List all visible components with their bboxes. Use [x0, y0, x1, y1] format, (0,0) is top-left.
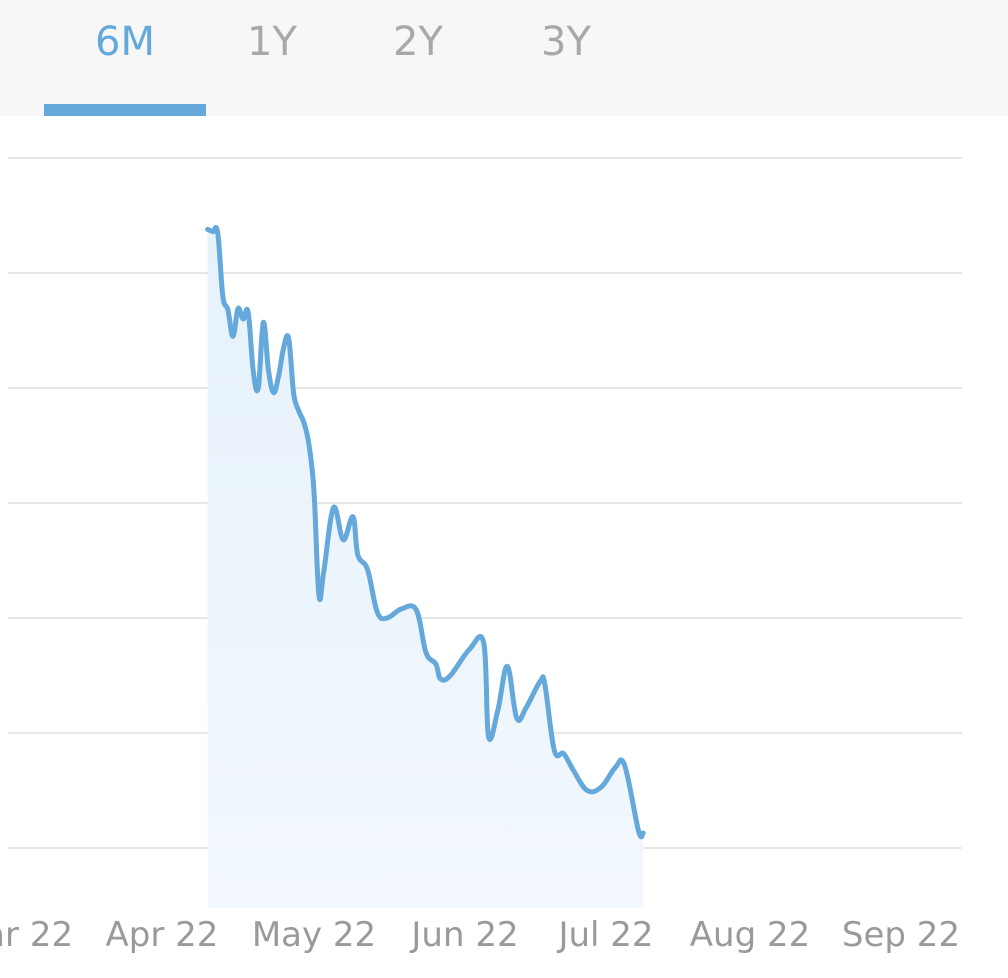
x-tick-label: Apr 22 [106, 915, 219, 955]
x-axis-ticks: Mar 22 Apr 22 May 22 Jun 22 Jul 22 Aug 22 Sep … [0, 915, 960, 955]
x-tick-label: Mar 22 [0, 915, 73, 955]
x-tick-label: Sep 22 [842, 915, 960, 955]
x-tick-label: Aug 22 [690, 915, 810, 955]
tab-2y[interactable]: 2Y [393, 19, 443, 65]
tab-3y[interactable]: 3Y [541, 19, 591, 65]
tab-1y[interactable]: 1Y [247, 19, 297, 65]
x-tick-label: Jun 22 [409, 915, 518, 955]
chart-series-line [205, 224, 646, 840]
x-tick-label: May 22 [252, 915, 376, 955]
chart-area-fill [207, 227, 644, 908]
x-tick-label: Jul 22 [556, 915, 653, 955]
price-chart: Mar 22 Apr 22 May 22 Jun 22 Jul 22 Aug 22 Sep … [0, 157, 962, 955]
active-tab-indicator [44, 104, 206, 116]
tab-6m[interactable]: 6M [95, 19, 155, 65]
range-tab-bar: 6M 1Y 2Y 3Y [0, 0, 1008, 116]
